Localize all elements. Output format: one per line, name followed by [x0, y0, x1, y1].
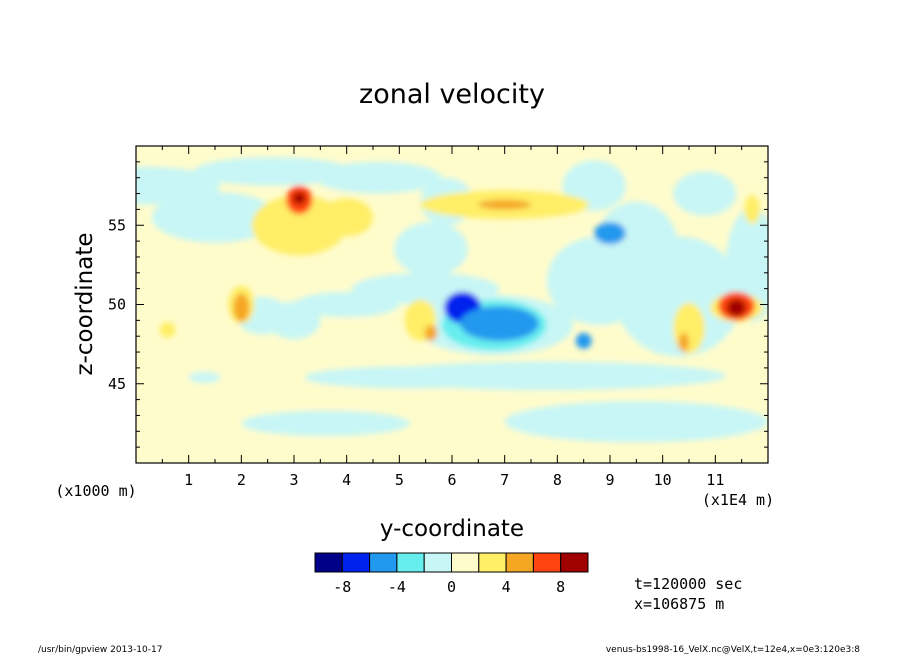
colorbar-swatch: [314, 552, 343, 573]
colorbar: -8 -4 0 4 8: [314, 552, 589, 596]
footer-right: venus-bs1998-16_VelX.nc@VelX,t=12e4,x=0e…: [606, 645, 860, 654]
contour-patch: [394, 222, 468, 276]
time-annotation: t=120000 sec: [634, 575, 742, 593]
contour-patch: [673, 302, 705, 354]
colorbar-swatch: [341, 552, 371, 573]
contour-patch: [188, 371, 221, 383]
x-tick-label: 11: [706, 471, 724, 489]
contour-patch: [575, 333, 592, 349]
x-tick-label: 10: [654, 471, 672, 489]
colorbar-swatch: [532, 552, 562, 573]
contour-patch: [594, 222, 626, 245]
contour-patch: [424, 325, 438, 341]
colorbar-tick-label: 4: [502, 578, 511, 596]
x-tick-label: 3: [289, 471, 298, 489]
x-tick-label: 5: [395, 471, 404, 489]
x-tick-label: 9: [605, 471, 614, 489]
colorbar-tick-label: -8: [333, 578, 351, 596]
y-axis-label: z-coordinate: [72, 232, 98, 375]
contour-patch: [315, 161, 442, 194]
x-axis: 1 2 3 4 5 6 7 8 9 10 11: [161, 146, 743, 489]
colorbar-tick-label: 8: [556, 578, 565, 596]
contour-patch: [459, 306, 539, 341]
chart-title: zonal velocity: [359, 79, 545, 110]
x-axis-label: y-coordinate: [380, 516, 524, 542]
contour-patch: [151, 191, 279, 243]
y-axis: 45 50 55: [108, 161, 768, 448]
x-tick-label: 2: [237, 471, 246, 489]
contour-patch: [304, 366, 516, 389]
y-tick-label: 55: [108, 216, 126, 234]
contour-patch: [233, 293, 250, 322]
contour-patch: [267, 301, 321, 340]
colorbar-swatch: [451, 552, 480, 573]
contour-patch: [478, 199, 531, 210]
colorbar-swatch: [505, 552, 534, 573]
position-annotation: x=106875 m: [634, 595, 724, 613]
colorbar-swatch: [560, 552, 589, 573]
contour-patch: [320, 198, 373, 237]
x-tick-label: 4: [342, 471, 351, 489]
colorbar-swatch: [423, 552, 453, 573]
colorbar-tick-label: -4: [388, 578, 406, 596]
contour-patch: [504, 401, 768, 443]
contour-patch: [193, 157, 352, 186]
colorbar-tick-label: 0: [447, 578, 456, 596]
colorbar-swatch: [478, 552, 507, 573]
footer-left: /usr/bin/gpview 2013-10-17: [38, 645, 162, 654]
contour-patch: [159, 321, 176, 338]
colorbar-swatch: [369, 552, 398, 573]
y-scale-note: (x1000 m): [55, 482, 136, 500]
velocity-field: [136, 157, 768, 443]
y-tick-label: 45: [108, 375, 126, 393]
plot-area: [136, 146, 768, 463]
y-tick-label: 50: [108, 296, 126, 314]
contour-patch: [726, 298, 746, 317]
x-tick-label: 7: [500, 471, 509, 489]
colorbar-swatch: [396, 552, 425, 573]
contour-patch: [292, 191, 306, 205]
contour-patch: [294, 291, 400, 318]
contour-patch: [673, 171, 737, 216]
x-tick-label: 1: [184, 471, 193, 489]
x-scale-note: (x1E4 m): [702, 491, 774, 509]
x-tick-label: 8: [553, 471, 562, 489]
contour-patch: [241, 410, 410, 437]
contour-patch: [744, 195, 761, 224]
x-tick-label: 6: [447, 471, 456, 489]
contour-patch: [615, 236, 742, 357]
contour-patch: [678, 333, 689, 353]
